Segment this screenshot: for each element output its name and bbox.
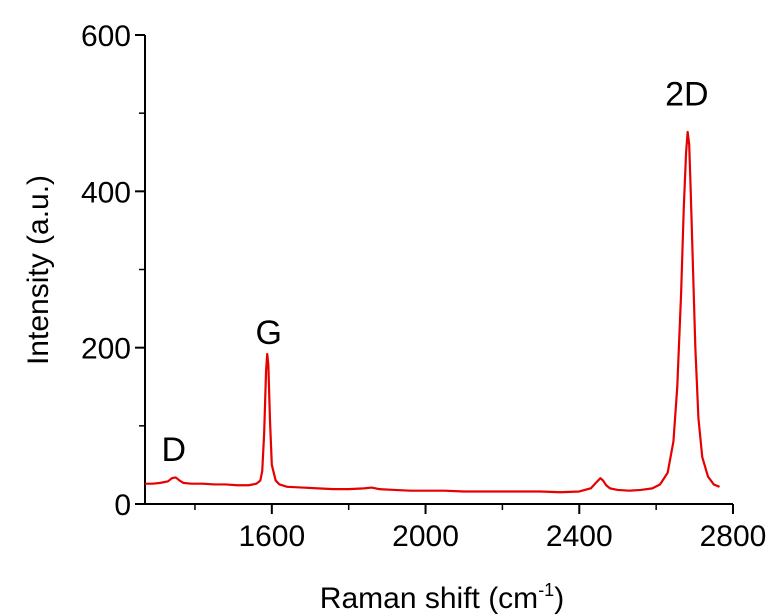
x-axis-title-superscript: -1 <box>538 580 554 600</box>
x-tick-label: 2000 <box>392 520 459 553</box>
plot-area <box>144 35 733 505</box>
x-tick-label: 2800 <box>700 520 767 553</box>
peak-label: G <box>256 314 282 352</box>
y-tick-label: 200 <box>81 333 131 366</box>
x-axis-title-main: Raman shift (cm <box>320 582 538 614</box>
x-tick-label: 2400 <box>546 520 613 553</box>
y-tick-label: 0 <box>114 489 131 522</box>
series-line-0 <box>145 130 720 494</box>
labels-layer: 0 200 400 600 1600 2000 2400 2800 <box>81 20 766 553</box>
peak-label: 2D <box>665 75 708 113</box>
x-axis-title-end: ) <box>554 582 564 614</box>
peak-label: D <box>162 431 187 469</box>
x-tick-label: 1600 <box>238 520 305 553</box>
y-tick-label: 600 <box>81 20 131 53</box>
annotations-layer: D G 2D <box>162 75 709 469</box>
ticks-layer <box>135 34 734 514</box>
series-layer <box>145 130 720 494</box>
x-axis-title: Raman shift (cm-1) <box>320 580 564 614</box>
y-tick-label: 400 <box>81 176 131 209</box>
y-axis-title: Intensity (a.u.) <box>22 175 55 365</box>
